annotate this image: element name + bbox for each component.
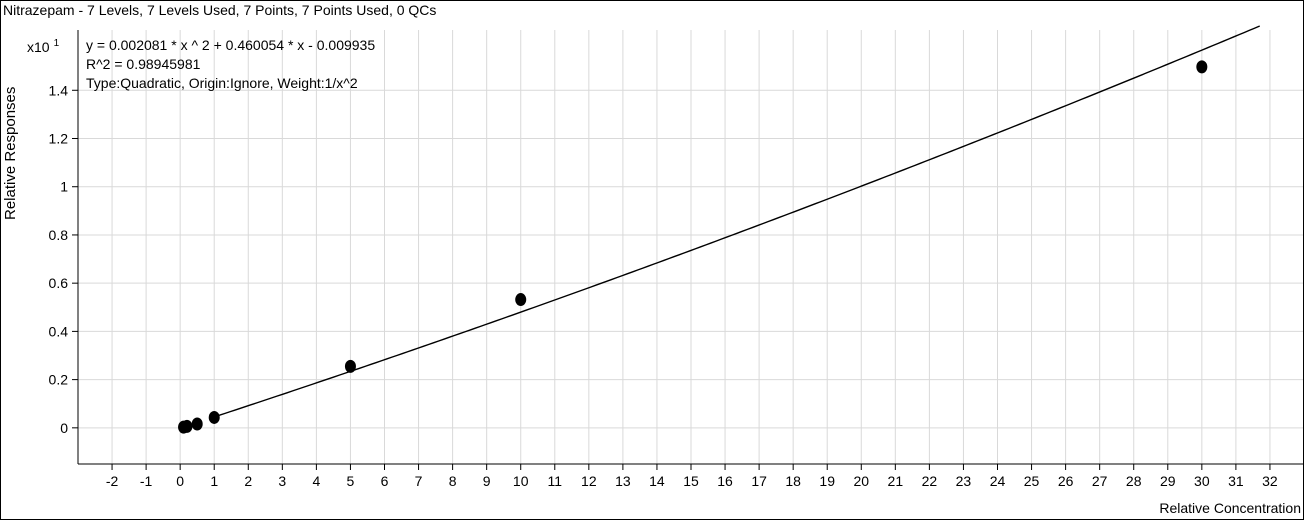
- x-tick-label: 5: [347, 473, 355, 489]
- x-tick-label: 8: [449, 473, 457, 489]
- y-axis-label: Relative Responses: [2, 86, 19, 220]
- data-point: [191, 417, 203, 431]
- x-tick-label: 18: [785, 473, 801, 489]
- data-point: [208, 410, 220, 424]
- data-points: [178, 60, 1208, 434]
- y-multiplier-base: x10: [27, 39, 50, 55]
- y-tick-label: 0.8: [49, 227, 69, 243]
- x-tick-label: 15: [683, 473, 699, 489]
- y-tick-label: 0.2: [49, 372, 69, 388]
- y-tick-label: 1.4: [49, 82, 69, 98]
- chart-title: Nitrazepam - 7 Levels, 7 Levels Used, 7 …: [3, 2, 437, 18]
- x-tick-label: 4: [312, 473, 320, 489]
- x-tick-label: 19: [819, 473, 835, 489]
- x-tick-label: 31: [1228, 473, 1244, 489]
- x-tick-label: 22: [922, 473, 938, 489]
- x-axis-label: Relative Concentration: [1159, 500, 1301, 516]
- x-tick-label: 7: [415, 473, 423, 489]
- y-tick-label: 0.4: [49, 323, 69, 339]
- data-point: [181, 419, 193, 433]
- x-tick-label: 20: [853, 473, 869, 489]
- y-tick-labels: 0 0.2 0.4 0.6 0.8 1 1.2 1.4: [49, 82, 69, 436]
- y-axis-multiplier: x10 1: [27, 38, 59, 55]
- data-point: [515, 293, 527, 307]
- x-tick-label: 1: [210, 473, 218, 489]
- data-point: [344, 359, 356, 373]
- y-tick-label: 0.6: [49, 275, 69, 291]
- x-tick-label: 32: [1262, 473, 1278, 489]
- fit-info: Type:Quadratic, Origin:Ignore, Weight:1/…: [86, 75, 358, 91]
- x-tick-label: 30: [1194, 473, 1210, 489]
- x-tick-label: 13: [615, 473, 631, 489]
- r-squared: R^2 = 0.98945981: [86, 56, 201, 72]
- x-tick-label: 0: [176, 473, 184, 489]
- y-tick-label: 0: [60, 420, 68, 436]
- x-tick-label: 28: [1126, 473, 1142, 489]
- x-tick-label: 14: [649, 473, 665, 489]
- x-tick-label: 25: [1024, 473, 1040, 489]
- x-tick-label: 26: [1058, 473, 1074, 489]
- x-tick-label: 2: [244, 473, 252, 489]
- data-point: [1196, 60, 1208, 74]
- x-tick-label: 10: [513, 473, 529, 489]
- x-tick-labels: -2 -1 0 1 2 3 4 5 6 7 8 9 10 11 12 13 14 15 16 17 18 19 20 21 22…: [106, 473, 1278, 489]
- y-tick-label: 1: [60, 179, 68, 195]
- x-tick-label: 6: [381, 473, 389, 489]
- x-tick-label: 3: [278, 473, 286, 489]
- fit-equation-block: y = 0.002081 * x ^ 2 + 0.460054 * x - 0.…: [86, 36, 375, 93]
- x-tick-label: -1: [140, 473, 153, 489]
- x-tick-label: 16: [717, 473, 733, 489]
- x-tick-label: -2: [106, 473, 119, 489]
- grid-lines: [78, 30, 1304, 464]
- y-tick-label: 1.2: [49, 131, 69, 147]
- fit-equation: y = 0.002081 * x ^ 2 + 0.460054 * x - 0.…: [86, 37, 376, 53]
- x-tick-label: 24: [990, 473, 1006, 489]
- x-tick-label: 29: [1160, 473, 1176, 489]
- y-multiplier-exponent: 1: [53, 38, 60, 49]
- x-tick-label: 23: [956, 473, 972, 489]
- x-tick-label: 9: [483, 473, 491, 489]
- x-tick-label: 12: [581, 473, 597, 489]
- fit-curve: [214, 25, 1261, 418]
- x-tick-label: 27: [1092, 473, 1108, 489]
- x-tick-label: 21: [888, 473, 904, 489]
- x-tick-label: 17: [751, 473, 767, 489]
- x-tick-label: 11: [548, 473, 563, 489]
